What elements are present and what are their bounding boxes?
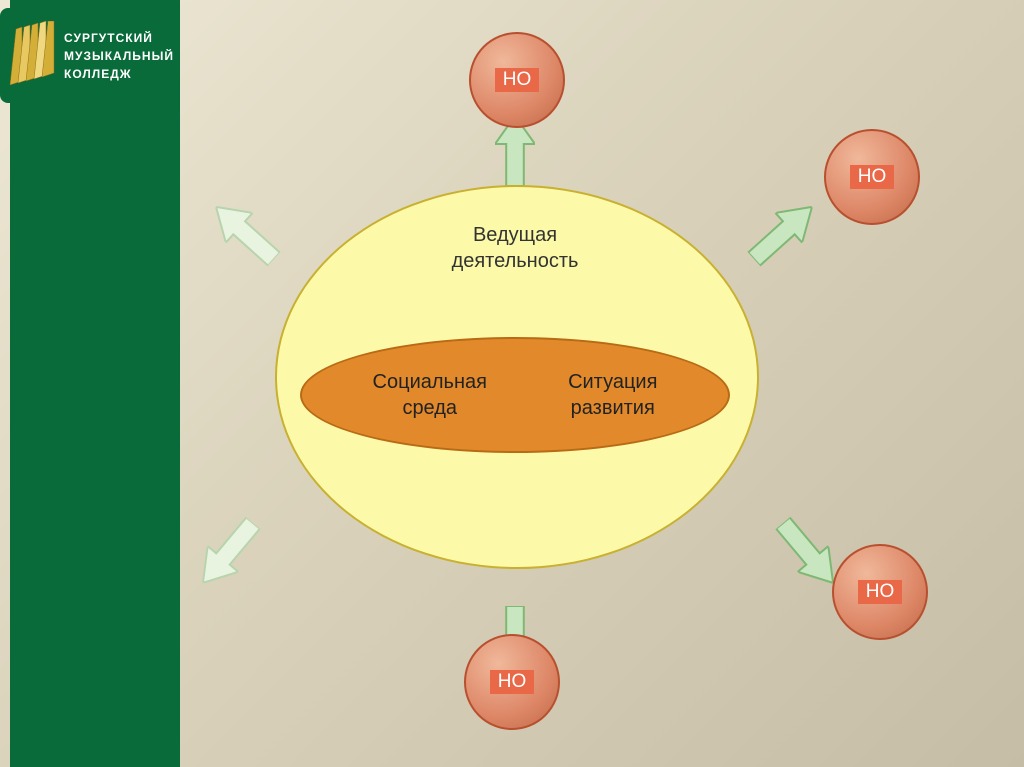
node-label-3: НО bbox=[490, 670, 535, 695]
node-2: НО bbox=[832, 544, 928, 640]
arrow-5 bbox=[203, 192, 288, 274]
node-1: НО bbox=[824, 129, 920, 225]
sidebar bbox=[10, 0, 180, 767]
node-label-0: НО bbox=[495, 68, 540, 93]
node-3: НО bbox=[464, 634, 560, 730]
node-label-1: НО bbox=[850, 165, 895, 190]
center-ellipse-text: Ведущаядеятельность bbox=[395, 222, 635, 274]
logo-line-1: СУРГУТСКИЙ bbox=[64, 29, 174, 47]
arrow-1 bbox=[741, 192, 826, 274]
inner-left-text: Социальнаясреда bbox=[373, 369, 487, 421]
node-label-2: НО bbox=[858, 580, 903, 605]
arrow-4 bbox=[188, 511, 269, 596]
node-0: НО bbox=[469, 32, 565, 128]
inner-ellipse: Социальнаясреда Ситуацияразвития bbox=[300, 337, 730, 453]
logo-line-2: МУЗЫКАЛЬНЫЙ bbox=[64, 47, 174, 65]
inner-right-text: Ситуацияразвития bbox=[568, 369, 657, 421]
logo-box: СУРГУТСКИЙ МУЗЫКАЛЬНЫЙ КОЛЛЕДЖ bbox=[0, 8, 180, 103]
diagram-stage: Ведущаядеятельность Социальнаясреда Ситуац… bbox=[180, 0, 1024, 767]
slide: СУРГУТСКИЙ МУЗЫКАЛЬНЫЙ КОЛЛЕДЖ Ведущаяде… bbox=[0, 0, 1024, 767]
logo-icon bbox=[6, 21, 56, 91]
logo-text: СУРГУТСКИЙ МУЗЫКАЛЬНЫЙ КОЛЛЕДЖ bbox=[64, 29, 174, 83]
logo-line-3: КОЛЛЕДЖ bbox=[64, 65, 174, 83]
